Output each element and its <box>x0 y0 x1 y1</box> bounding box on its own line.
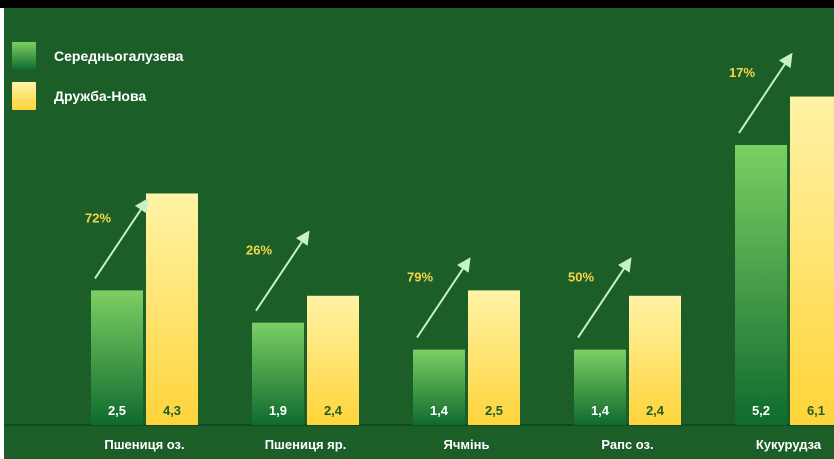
increase-arrow-0 <box>94 198 149 279</box>
value-label-series1-4: 5,2 <box>752 403 770 418</box>
category-label-2: Ячмінь <box>444 437 490 452</box>
bar-series2-2 <box>468 290 520 425</box>
increase-percent-2: 79% <box>407 270 433 285</box>
value-label-series2-1: 2,4 <box>324 403 343 418</box>
value-label-series1-2: 1,4 <box>430 403 449 418</box>
value-label-series1-1: 1,9 <box>269 403 287 418</box>
value-label-series2-4: 6,1 <box>807 403 825 418</box>
bar-series2-1 <box>307 295 359 425</box>
bar-series1-0 <box>91 290 143 425</box>
top-black-bar <box>0 0 834 8</box>
category-label-4: Кукурудза <box>756 437 822 452</box>
increase-percent-1: 26% <box>246 243 272 258</box>
bar-series2-0 <box>146 193 198 425</box>
value-label-series1-0: 2,5 <box>108 403 126 418</box>
chart-panel: Середньогалузева Дружба-Нова 2,5 4,3 Пшени… <box>4 8 834 459</box>
increase-arrow-2 <box>416 257 471 339</box>
chart-marks: 2,5 4,3 Пшениця оз. 72% 1,9 2,4 Пшениця яр. 26%… <box>4 52 834 452</box>
category-label-0: Пшениця оз. <box>104 437 184 452</box>
bar-series1-4 <box>735 145 787 425</box>
increase-percent-0: 72% <box>85 210 111 225</box>
increase-percent-3: 50% <box>568 270 594 285</box>
bar-series2-3 <box>629 295 681 425</box>
legend-swatch-series-1 <box>12 42 36 70</box>
value-label-series1-3: 1,4 <box>591 403 610 418</box>
increase-arrow-3 <box>577 257 632 339</box>
value-label-series2-0: 4,3 <box>163 403 181 418</box>
category-label-3: Рапс оз. <box>601 437 653 452</box>
category-label-1: Пшениця яр. <box>265 437 347 452</box>
value-label-series2-2: 2,5 <box>485 403 503 418</box>
bar-series2-4 <box>790 96 834 426</box>
bar-series1-3 <box>574 349 626 425</box>
bar-chart: 2,5 4,3 Пшениця оз. 72% 1,9 2,4 Пшениця яр. 26%… <box>4 52 834 452</box>
increase-arrow-4 <box>738 52 793 134</box>
value-label-series2-3: 2,4 <box>646 403 665 418</box>
bar-series1-1 <box>252 322 304 425</box>
increase-percent-4: 17% <box>729 65 755 80</box>
bar-series1-2 <box>413 349 465 425</box>
legend-label-series-2: Дружба-Нова <box>54 88 147 104</box>
increase-arrow-1 <box>255 230 310 312</box>
legend-label-series-1: Середньогалузева <box>54 48 184 64</box>
legend-swatch-series-2 <box>12 82 36 110</box>
